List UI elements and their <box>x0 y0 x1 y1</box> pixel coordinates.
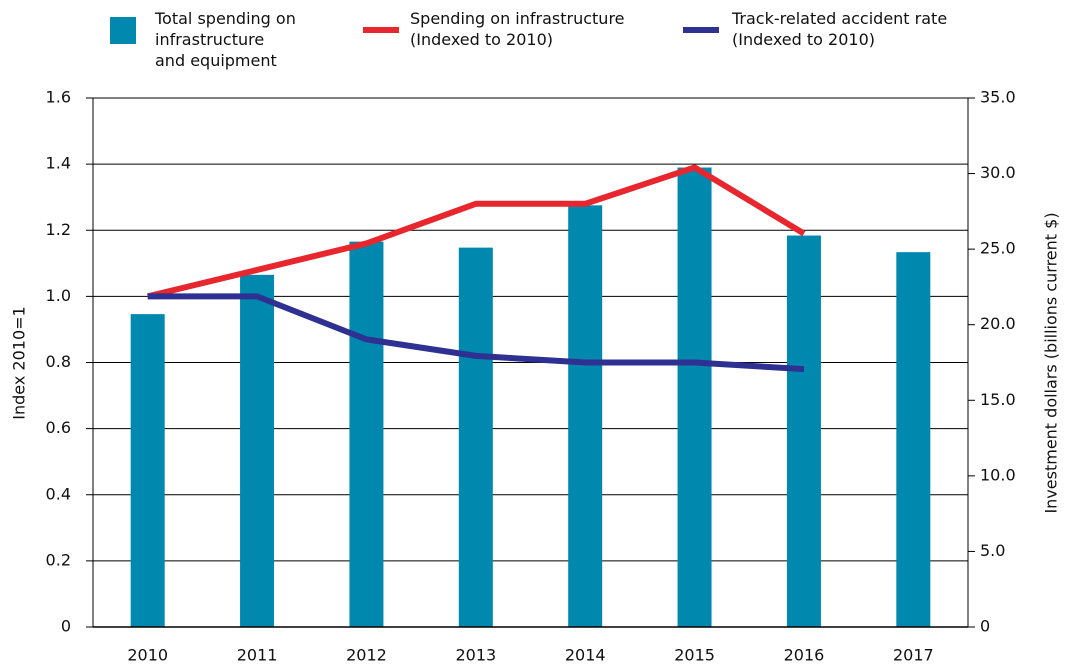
line <box>147 293 805 373</box>
legend-label: Spending on infrastructure (Indexed to 2… <box>410 9 625 49</box>
x-tick-label: 2013 <box>455 646 496 665</box>
x-tick-label: 2010 <box>127 646 168 665</box>
bar <box>896 252 931 627</box>
x-tick-label: 2015 <box>674 646 715 665</box>
bar <box>349 241 384 628</box>
legend-label: Track-related accident rate (Indexed to … <box>732 9 948 49</box>
x-tick-label: 2011 <box>237 646 278 665</box>
y-tick-label: 0.8 <box>46 352 71 371</box>
y2-tick-label: 10.0 <box>980 465 1016 484</box>
bar <box>568 205 603 627</box>
bar <box>786 235 821 628</box>
y2-tick-label: 5.0 <box>980 541 1005 560</box>
x-tick-label: 2016 <box>784 646 825 665</box>
y-tick-label: 0.6 <box>46 418 71 437</box>
y-axis-label: Index 2010=1 <box>10 306 29 419</box>
y-tick-label: 1.2 <box>46 220 71 239</box>
y-tick-label: 1.4 <box>46 154 71 173</box>
bar <box>130 314 165 627</box>
bar <box>458 247 493 628</box>
y-tick-label: 1.6 <box>46 88 71 107</box>
y2-tick-label: 30.0 <box>980 163 1016 182</box>
y2-tick-label: 0 <box>980 617 990 636</box>
y-tick-label: 0.2 <box>46 550 71 569</box>
line <box>146 164 806 300</box>
y2-tick-label: 25.0 <box>980 239 1016 258</box>
x-tick-label: 2017 <box>893 646 934 665</box>
y2-tick-label: 35.0 <box>980 88 1016 107</box>
y-tick-label: 0.4 <box>46 484 71 503</box>
y2-tick-label: 15.0 <box>980 390 1016 409</box>
legend-label: Total spending on infrastructure and equ… <box>155 9 296 70</box>
x-tick-label: 2012 <box>346 646 387 665</box>
y2-tick-label: 20.0 <box>980 314 1016 333</box>
legend-swatch <box>110 17 136 44</box>
y-tick-label: 1.0 <box>46 286 71 305</box>
x-tick-label: 2014 <box>565 646 606 665</box>
bar <box>677 167 712 628</box>
bar <box>240 274 275 627</box>
y-tick-label: 0 <box>61 617 71 636</box>
y2-axis-label: Investment dollars (billions current $) <box>1042 212 1061 513</box>
